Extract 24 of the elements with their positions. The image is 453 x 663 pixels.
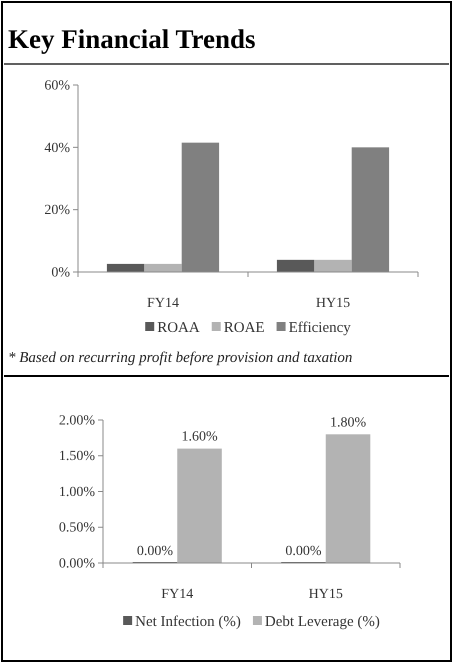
data-label: 1.80% bbox=[330, 415, 366, 430]
legend-label: Net Infection (%) bbox=[135, 614, 241, 630]
y-tick-label: 0% bbox=[51, 265, 70, 280]
chart-title: Key Financial Trends bbox=[8, 24, 256, 54]
legend-label: Debt Leverage (%) bbox=[264, 614, 380, 630]
y-tick-label: 40% bbox=[44, 140, 70, 156]
x-tick-label: HY15 bbox=[316, 296, 350, 311]
data-label: 1.60% bbox=[181, 430, 218, 445]
y-tick-label: 20% bbox=[44, 203, 70, 218]
y-tick-label: 2.00% bbox=[58, 413, 96, 428]
y-tick-label: 0.00% bbox=[58, 556, 96, 572]
y-tick-label: 0.50% bbox=[58, 520, 96, 536]
y-tick-label: 1.00% bbox=[58, 484, 96, 500]
text: * Based on recurring profit before provision and taxation bbox=[8, 350, 352, 366]
x-tick-label: FY14 bbox=[161, 587, 194, 602]
x-tick-label: HY15 bbox=[308, 587, 343, 602]
y-tick-label: 1.50% bbox=[58, 449, 96, 464]
data-label: 0.00% bbox=[285, 544, 322, 559]
legend-label: ROAE bbox=[224, 320, 265, 336]
legend-label: Efficiency bbox=[288, 320, 352, 336]
x-tick-label: FY14 bbox=[147, 296, 179, 311]
data-label: 0.00% bbox=[136, 544, 174, 559]
legend-label: ROAA bbox=[157, 320, 200, 336]
y-tick-label: 60% bbox=[44, 78, 70, 94]
